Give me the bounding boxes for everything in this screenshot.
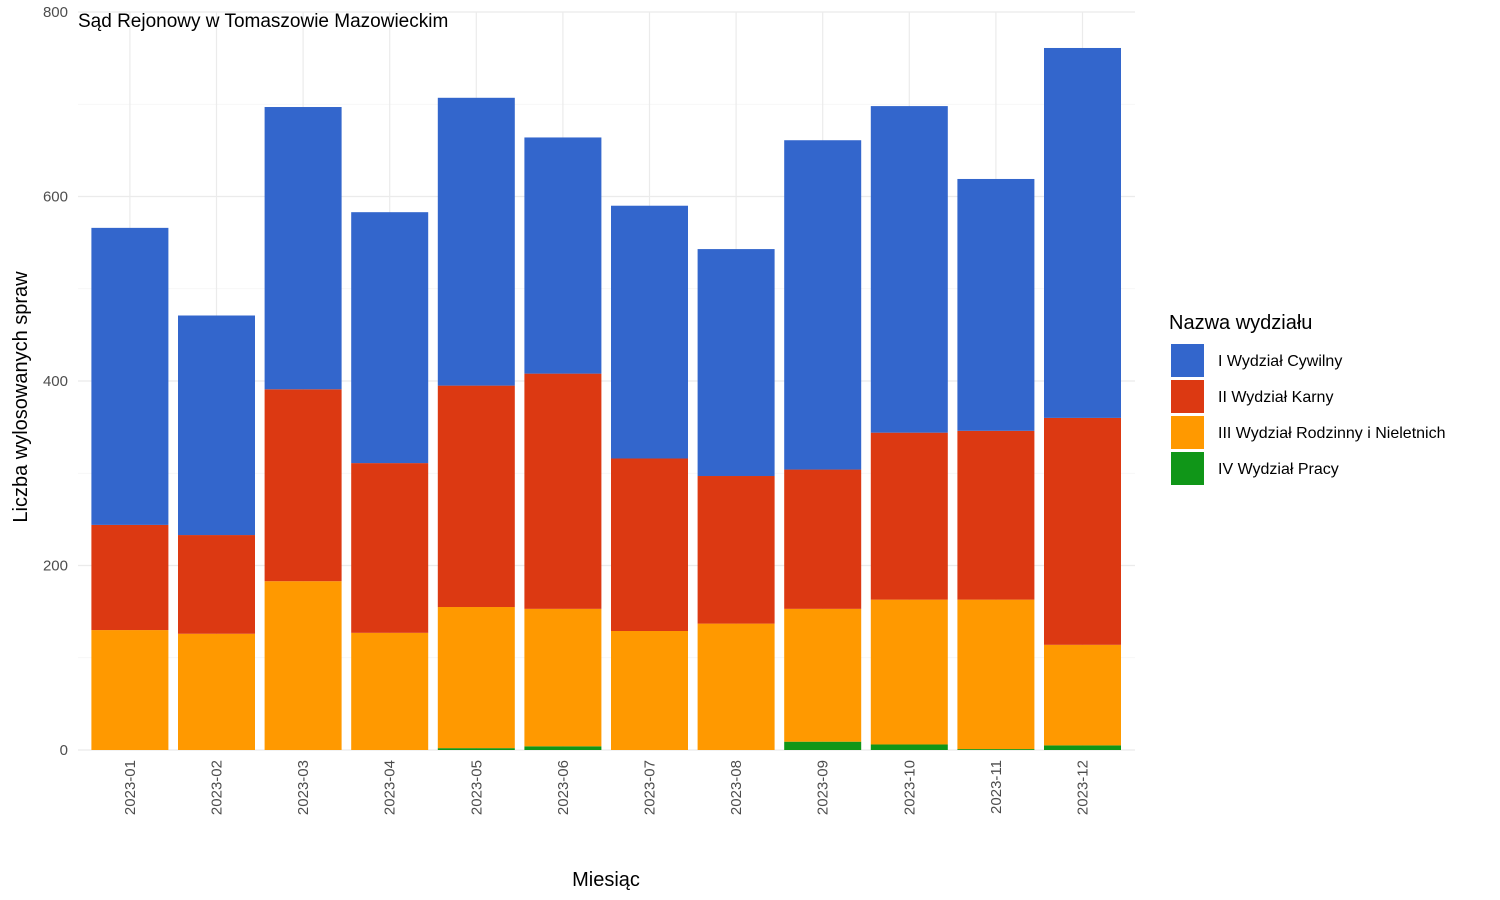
y-tick-label: 200 <box>43 558 68 575</box>
x-tick-label: 2023-12 <box>1075 760 1092 815</box>
bar-segment <box>524 608 602 747</box>
legend-items: I Wydział Cywilny II Wydział Karny III Wyd… <box>1171 344 1446 485</box>
bar-segment <box>437 748 515 750</box>
bar-segment <box>1044 47 1121 418</box>
x-tick-label: 2023-05 <box>468 760 485 815</box>
bar-segment <box>351 212 429 464</box>
bar-segment <box>524 746 602 750</box>
bar-segment <box>957 599 1035 750</box>
bar-segment <box>524 137 602 374</box>
y-axis-title: Liczba wylosowanych spraw <box>10 271 32 523</box>
bar-segment <box>870 599 948 745</box>
bar-segment <box>870 106 948 433</box>
bar-segment <box>178 633 255 750</box>
bar-segment <box>437 385 515 608</box>
bar-segment <box>351 632 429 750</box>
bar-segment <box>870 432 948 600</box>
x-tick-label: 2023-01 <box>122 760 139 815</box>
x-tick-label: 2023-07 <box>642 760 659 815</box>
bar-segment <box>264 389 342 582</box>
bar-segment <box>437 607 515 749</box>
x-tick-label: 2023-03 <box>295 760 312 815</box>
x-tick-label: 2023-08 <box>728 760 745 815</box>
bar-segment <box>1044 417 1121 645</box>
bar-segment <box>1044 745 1121 750</box>
bar-segment <box>784 140 862 470</box>
bar-segment <box>697 476 775 624</box>
x-axis-tick-labels: 2023-01 2023-02 2023-03 2023-04 2023-05 2023-… <box>122 760 1092 815</box>
legend-title: Nazwa wydziału <box>1169 312 1312 334</box>
legend-swatch <box>1171 452 1204 485</box>
bar-segment <box>697 623 775 750</box>
bar-segment <box>784 469 862 609</box>
legend-swatch <box>1171 416 1204 449</box>
y-tick-label: 800 <box>43 4 68 21</box>
bar-segment <box>351 463 429 633</box>
x-tick-label: 2023-09 <box>815 760 832 815</box>
bars <box>91 47 1121 750</box>
y-tick-label: 600 <box>43 189 68 206</box>
bar-segment <box>178 535 255 634</box>
bar-segment <box>437 97 515 386</box>
bar-segment <box>178 315 255 536</box>
x-tick-label: 2023-11 <box>988 760 1005 814</box>
bar-segment <box>697 249 775 477</box>
x-tick-label: 2023-10 <box>901 760 918 815</box>
x-tick-label: 2023-06 <box>555 760 572 815</box>
y-axis-tick-labels: 0 200 400 600 800 <box>43 4 68 759</box>
y-tick-label: 0 <box>60 742 68 759</box>
legend-swatch <box>1171 380 1204 413</box>
bar-segment <box>957 749 1035 750</box>
legend-label: III Wydział Rodzinny i Nieletnich <box>1218 425 1446 442</box>
legend-swatch <box>1171 344 1204 377</box>
bar-segment <box>784 608 862 742</box>
y-tick-label: 400 <box>43 373 68 390</box>
bar-segment <box>91 630 169 750</box>
bar-segment <box>957 178 1035 431</box>
bar-segment <box>91 227 169 525</box>
bar-segment <box>784 741 862 750</box>
bar-segment <box>264 581 342 750</box>
x-tick-label: 2023-04 <box>382 760 399 815</box>
x-tick-label: 2023-02 <box>209 760 226 815</box>
bar-segment <box>870 744 948 750</box>
legend-label: IV Wydział Pracy <box>1218 461 1339 478</box>
bar-segment <box>264 107 342 390</box>
bar-segment <box>1044 644 1121 746</box>
bar-segment <box>91 524 169 631</box>
chart-title: Sąd Rejonowy w Tomaszowie Mazowieckim <box>78 11 448 32</box>
legend-label: II Wydział Karny <box>1218 389 1333 406</box>
bar-segment <box>611 630 688 750</box>
legend-label: I Wydział Cywilny <box>1218 353 1342 370</box>
legend: Nazwa wydziału I Wydział Cywilny II Wydzi… <box>1169 312 1446 485</box>
bar-segment <box>957 430 1035 600</box>
x-axis-title: Miesiąc <box>572 869 640 891</box>
bar-segment <box>524 373 602 609</box>
bar-segment <box>611 205 688 459</box>
bar-segment <box>611 458 688 631</box>
